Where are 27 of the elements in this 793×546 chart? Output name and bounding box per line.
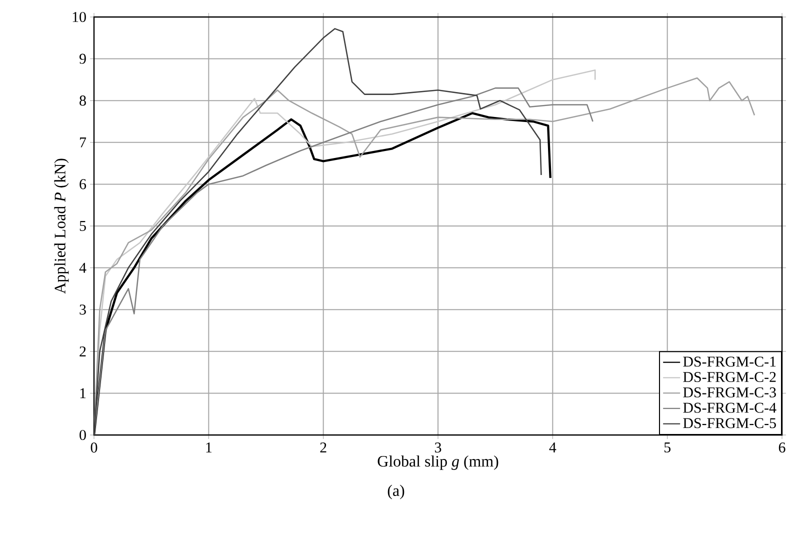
y-tick-label: 8 [80, 96, 86, 106]
legend-label: DS-FRGM-C-4 [683, 402, 776, 413]
x-tick-label: 2 [320, 442, 326, 452]
y-axis-title: Applied Load P (kN) [54, 158, 69, 294]
x-axis-title: Global slip g (mm) [378, 455, 498, 470]
x-tick-label: 0 [90, 442, 98, 453]
x-tick-label: 3 [434, 442, 442, 453]
legend-label: DS-FRGM-C-1 [683, 356, 776, 367]
legend-label: DS-FRGM-C-2 [683, 372, 776, 382]
y-tick-label: 6 [80, 179, 86, 190]
x-tick-label: 6 [778, 442, 786, 453]
legend-label: DS-FRGM-C-3 [683, 387, 776, 398]
line-series [94, 28, 542, 435]
x-tick-label: 5 [664, 442, 670, 452]
y-tick-label: 9 [80, 54, 86, 64]
y-tick-label: 3 [80, 304, 86, 315]
y-tick-label: 2 [80, 346, 86, 356]
y-tick-label: 5 [80, 221, 86, 231]
y-tick-label: 1 [80, 388, 86, 398]
y-tick-label: 4 [79, 262, 86, 273]
y-tick-label: 7 [80, 138, 86, 148]
legend-label: DS-FRGM-C-5 [683, 418, 776, 428]
x-tick-label: 4 [549, 442, 556, 452]
y-tick-label: 10 [72, 12, 86, 22]
y-tick-label: 0 [80, 430, 86, 440]
x-tick-label: 1 [206, 442, 212, 452]
text: (a) [388, 484, 404, 500]
